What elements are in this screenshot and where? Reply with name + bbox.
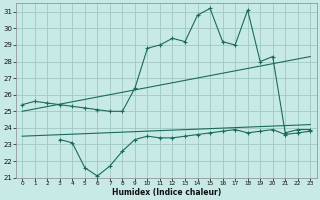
X-axis label: Humidex (Indice chaleur): Humidex (Indice chaleur) bbox=[112, 188, 221, 197]
